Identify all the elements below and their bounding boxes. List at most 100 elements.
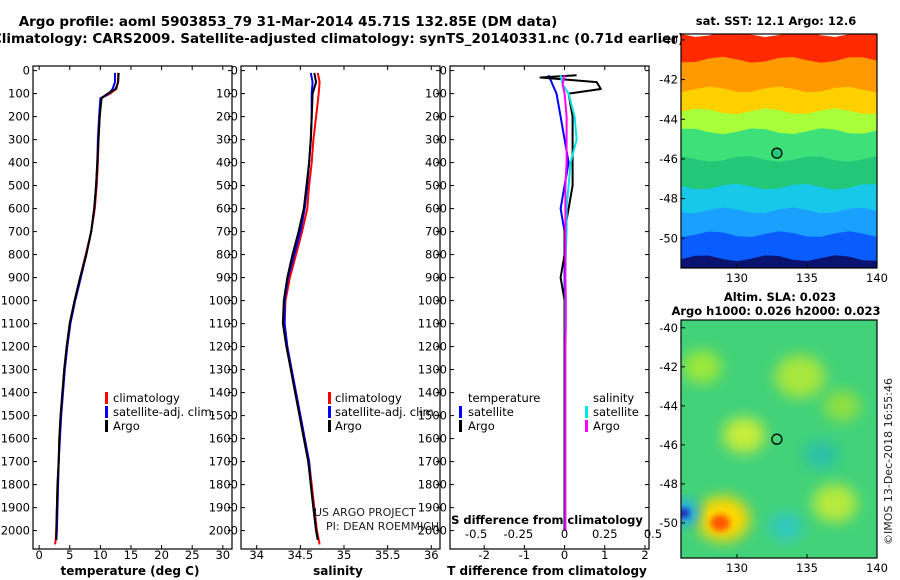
- x-tick-label: 30: [215, 548, 230, 562]
- depth-tick-label: 2000: [418, 524, 447, 538]
- depth-tick-label: 1500: [209, 409, 238, 423]
- depth-tick-label: 0: [440, 64, 447, 78]
- x-tick-label: 20: [154, 548, 169, 562]
- map-y-tick-label: -42: [659, 73, 678, 87]
- title-line-1: Argo profile: aoml 5903853_79 31-Mar-201…: [19, 14, 558, 30]
- sst-map-frame: [680, 33, 878, 269]
- sst-band: [681, 34, 877, 64]
- legend-salinity-title: salinity: [593, 391, 634, 405]
- legend-t-satellite: satellite: [468, 405, 514, 419]
- map-x-tick-label: 135: [796, 561, 818, 575]
- t-difference-xlabel: T difference from climatology: [447, 564, 647, 578]
- depth-tick-label: 200: [216, 110, 238, 124]
- x-tick-label: 34.5: [288, 548, 314, 562]
- sla-anomaly-blob: [812, 484, 858, 523]
- depth-tick-label: 500: [216, 179, 238, 193]
- map-y-tick-label: -44: [659, 112, 678, 126]
- depth-tick-label: 1100: [1, 317, 30, 331]
- sst-band: [681, 156, 877, 191]
- x-tick-label: 1: [601, 548, 608, 562]
- difference-plot-frame: [449, 65, 650, 550]
- legend-swatch-t-satellite: [459, 406, 462, 418]
- legend-s-argo: Argo: [593, 419, 620, 433]
- depth-tick-label: 1800: [209, 478, 238, 492]
- map-y-tick-label: -46: [659, 438, 678, 452]
- depth-tick-label: 1200: [209, 340, 238, 354]
- depth-tick-label: 1200: [1, 340, 30, 354]
- sst-band: [681, 255, 877, 268]
- depth-tick-label: 2000: [1, 524, 30, 538]
- depth-tick-label: 1300: [418, 363, 447, 377]
- map-y-tick-label: -44: [659, 399, 678, 413]
- depth-tick-label: 600: [8, 202, 30, 216]
- depth-axis: 0100200300400500600700800900100011001200…: [1, 64, 649, 538]
- sla-anomaly-blob: [681, 501, 700, 526]
- depth-tick-label: 1000: [209, 294, 238, 308]
- salinity-series-argo: [281, 72, 319, 540]
- sla-anomaly-blob: [710, 514, 730, 532]
- sst-map: sat. SST: 12.1 Argo: 12.6 130 135 140 -40 -4…: [659, 14, 888, 285]
- temperature-panel: 0 5 10 15 20 25 30 temperature (deg C): [32, 65, 233, 578]
- sla-anomaly-blob: [681, 508, 690, 518]
- legend-swatch-t-argo: [459, 420, 462, 432]
- depth-tick-label: 1100: [209, 317, 238, 331]
- depth-tick-label: 200: [425, 110, 447, 124]
- depth-tick-label: 700: [425, 225, 447, 239]
- sst-band: [681, 231, 877, 263]
- legend-swatch-climatology: [328, 392, 331, 404]
- x-tick-label: 36: [424, 548, 439, 562]
- depth-tick-label: 1800: [1, 478, 30, 492]
- legend-climatology: climatology: [335, 391, 402, 405]
- x-tick-label: 2: [641, 548, 648, 562]
- x-tick-label: 0: [35, 548, 42, 562]
- depth-tick-label: 600: [216, 202, 238, 216]
- depth-tick-label: 1700: [1, 455, 30, 469]
- map-y-tick-label: -48: [659, 477, 678, 491]
- depth-tick-label: 1600: [209, 432, 238, 446]
- depth-tick-label: 1600: [1, 432, 30, 446]
- depth-tick-label: 800: [216, 248, 238, 262]
- legend-t-argo: Argo: [468, 419, 495, 433]
- map-x-tick-label: 140: [866, 271, 888, 285]
- sst-band: [681, 207, 877, 239]
- legend-swatch-argo: [105, 420, 108, 432]
- temperature-legend: climatology satellite-adj. clim. Argo: [105, 391, 215, 433]
- map-y-tick-label: -40: [659, 33, 678, 47]
- depth-tick-label: 1700: [209, 455, 238, 469]
- depth-tick-label: 400: [8, 156, 30, 170]
- sst-band: [681, 56, 877, 94]
- sla-map-title: Altim. SLA: 0.023: [724, 290, 836, 304]
- salinity-plot-frame: [240, 65, 441, 550]
- imos-timestamp: ©IMOS 13-Dec-2018 16:55:46: [882, 378, 895, 545]
- temperature-plot-frame: [32, 65, 233, 550]
- legend-s-satellite: satellite: [593, 405, 639, 419]
- difference-series-salinity-argo: [561, 74, 568, 531]
- depth-tick-label: 1900: [1, 501, 30, 515]
- sst-band: [681, 108, 877, 136]
- sla-anomaly-blob: [774, 355, 826, 398]
- x-tick-label: 35: [337, 548, 352, 562]
- s-difference-xlabel: S difference from climatology: [451, 513, 643, 527]
- depth-tick-label: 500: [425, 179, 447, 193]
- map-y-tick-label: -50: [659, 516, 678, 530]
- map-x-tick-label: 135: [796, 271, 818, 285]
- depth-tick-label: 1900: [418, 501, 447, 515]
- legend-swatch-satellite: [105, 406, 108, 418]
- depth-tick-label: 700: [216, 225, 238, 239]
- difference-legend: temperature satellite Argo salinity sate…: [459, 391, 639, 433]
- x-tick-label: 0: [561, 548, 568, 562]
- sla-anomaly-blob: [804, 440, 838, 469]
- temperature-xlabel: temperature (deg C): [61, 564, 200, 578]
- sla-map-subtitle: Argo h1000: 0.026 h2000: 0.023: [671, 304, 880, 318]
- depth-tick-label: 300: [425, 133, 447, 147]
- legend-argo: Argo: [335, 419, 362, 433]
- legend-climatology: climatology: [113, 391, 180, 405]
- sst-band: [681, 128, 877, 163]
- sst-argo-location-marker: [771, 147, 783, 159]
- difference-panel: -2 -1 0 1 2 -0.5 -0.25 0 0.25 0.5 S difference f…: [447, 65, 662, 578]
- sst-band: [681, 86, 877, 116]
- depth-tick-label: 300: [216, 133, 238, 147]
- sst-map-title: sat. SST: 12.1 Argo: 12.6: [696, 14, 856, 28]
- depth-tick-label: 900: [8, 271, 30, 285]
- depth-tick-label: 1400: [1, 386, 30, 400]
